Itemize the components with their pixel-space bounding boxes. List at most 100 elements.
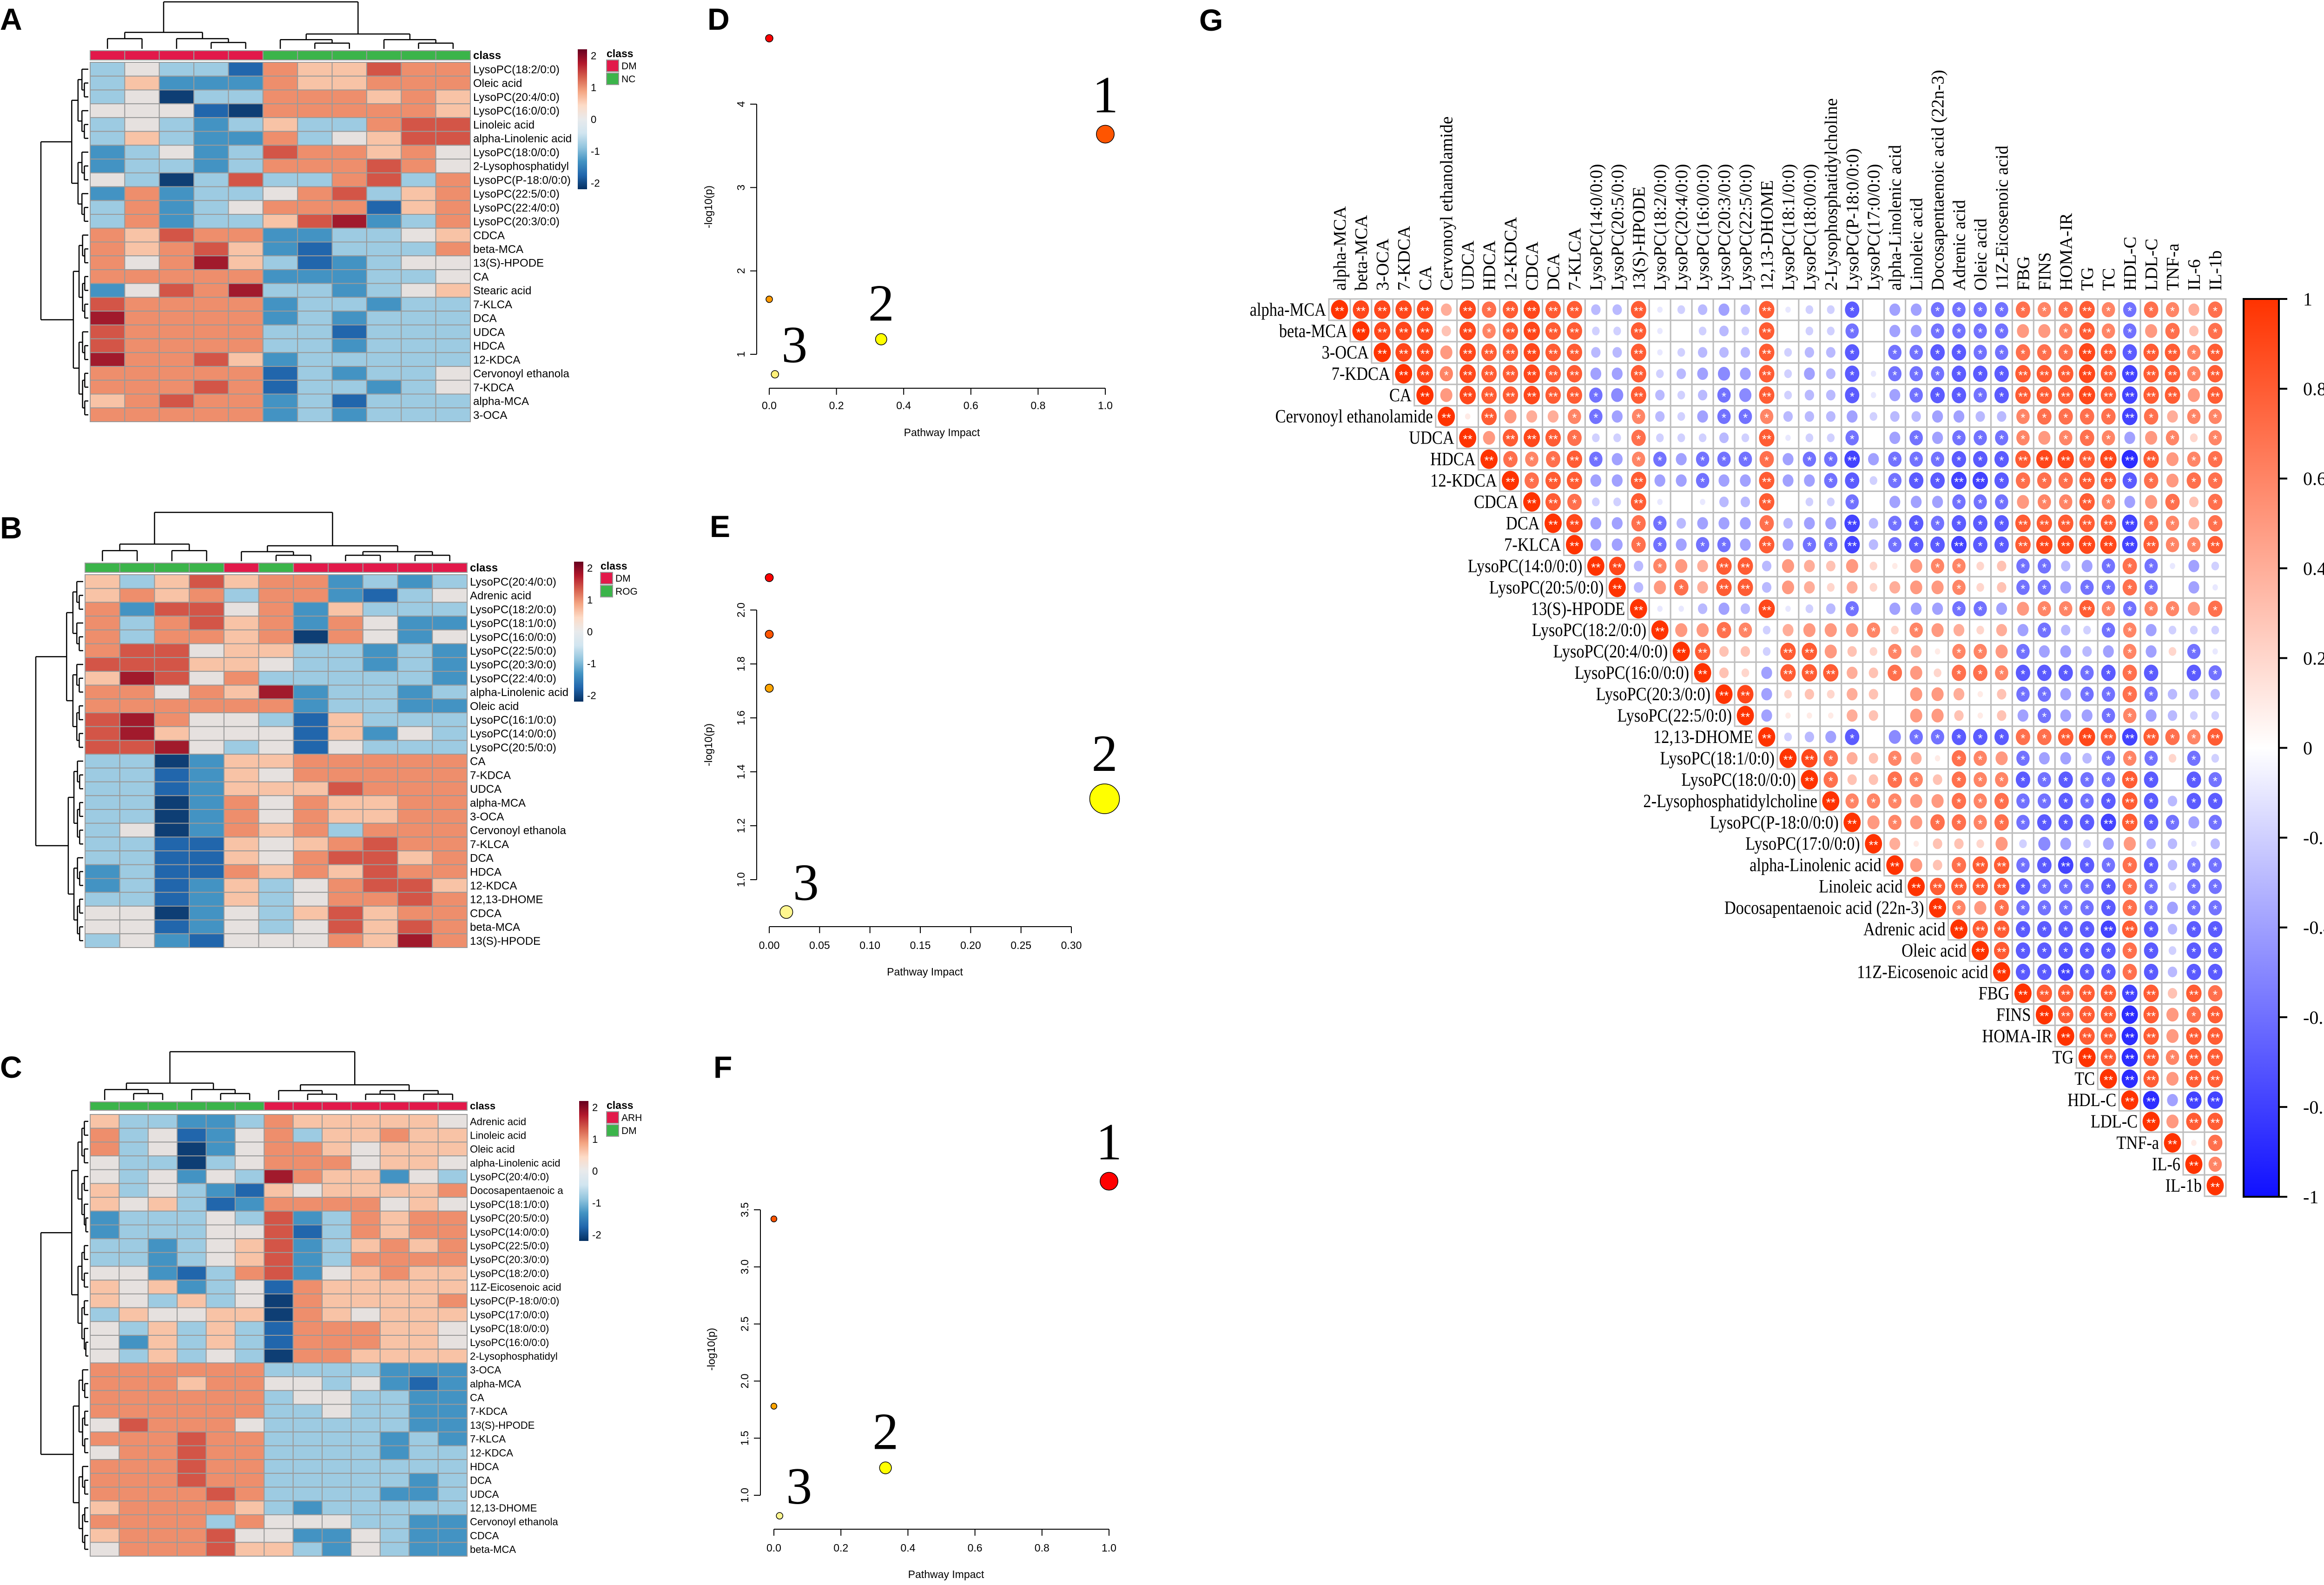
heatmap-cell xyxy=(297,407,333,422)
heatmap-cell xyxy=(90,366,125,381)
heatmap-cell xyxy=(293,919,329,935)
corr-circle xyxy=(1759,493,1775,511)
significance-stars: ** xyxy=(1485,411,1494,425)
corr-circle xyxy=(1844,536,1860,554)
class-bar-cell xyxy=(189,563,224,573)
significance-stars: ** xyxy=(2082,731,2092,745)
corr-column-label: TNF-a xyxy=(2163,244,2183,291)
significance-stars: ** xyxy=(2211,1116,2220,1130)
corr-column-label: LysoPC(18:2/0:0) xyxy=(1651,164,1670,291)
row-label: 7-KLCA xyxy=(473,298,512,311)
corr-column-label: LysoPC(14:0/0:0) xyxy=(1586,164,1606,291)
corr-circle xyxy=(1869,583,1877,592)
row-label: beta-MCA xyxy=(470,921,520,934)
significance-stars: * xyxy=(1657,560,1662,574)
significance-stars: ** xyxy=(1485,368,1494,382)
corr-circle xyxy=(1353,300,1369,319)
heatmap-cell xyxy=(147,1293,178,1308)
heatmap-cell xyxy=(292,1431,323,1446)
corr-circle xyxy=(1677,391,1685,400)
significance-stars: ** xyxy=(1848,539,1857,553)
significance-stars: * xyxy=(1893,796,1897,809)
significance-stars: ** xyxy=(1442,411,1451,425)
heatmap-cell xyxy=(379,1169,410,1184)
corr-circle xyxy=(1783,517,1793,529)
significance-stars: * xyxy=(2106,710,2111,724)
significance-stars: ** xyxy=(1505,325,1515,339)
corr-circle xyxy=(1590,517,1602,530)
heatmap-cell xyxy=(409,1114,439,1129)
heatmap-cell xyxy=(119,1307,149,1322)
corr-circle xyxy=(1438,406,1455,426)
significance-stars: ** xyxy=(2189,1030,2199,1044)
corr-column-label: beta-MCA xyxy=(1352,215,1371,291)
corr-circle xyxy=(2015,472,2030,489)
corr-circle xyxy=(1824,644,1837,659)
significance-stars: ** xyxy=(2146,347,2156,361)
heatmap-cell xyxy=(362,795,398,810)
corr-circle xyxy=(2190,433,2198,443)
heatmap-cell xyxy=(119,1376,149,1391)
colorbar-tick-label: -1 xyxy=(587,658,596,670)
heatmap-cell xyxy=(409,1500,439,1515)
significance-stars: * xyxy=(1978,497,1982,511)
heatmap-cell xyxy=(205,1127,236,1143)
heatmap-cell xyxy=(90,1418,120,1432)
heatmap-cell xyxy=(262,89,298,105)
corr-circle xyxy=(1995,751,2008,765)
significance-stars: ** xyxy=(1975,881,1985,895)
corr-column-label: LysoPC(17:0/0:0) xyxy=(1864,164,1884,291)
corr-circle xyxy=(1761,666,1772,679)
significance-stars: * xyxy=(1914,347,1919,361)
heatmap-cell xyxy=(234,1252,265,1267)
corr-circle xyxy=(2167,410,2178,423)
significance-stars: ** xyxy=(1420,325,1430,339)
significance-stars: * xyxy=(2170,1052,2175,1066)
corr-circle xyxy=(1740,603,1750,614)
significance-stars: * xyxy=(1978,454,1982,468)
corr-colorbar-tick-label: 0 xyxy=(2303,738,2312,759)
corr-circle xyxy=(1655,390,1665,401)
heatmap-cell xyxy=(85,905,120,921)
y-tick-label: 2.5 xyxy=(739,1317,751,1332)
row-label: LysoPC(16:1/0:0) xyxy=(470,714,556,727)
corr-circle xyxy=(1631,536,1646,553)
heatmap-cell xyxy=(147,1390,178,1405)
heatmap-cell xyxy=(432,712,468,727)
corr-circle xyxy=(1546,451,1560,468)
corr-circle xyxy=(1759,322,1775,340)
heatmap-cell xyxy=(193,131,229,146)
heatmap-cell xyxy=(223,781,259,796)
corr-circle xyxy=(2166,473,2179,488)
corr-circle xyxy=(1697,623,1709,637)
corr-colorbar-tick-label: -0.2 xyxy=(2303,828,2324,849)
significance-stars: * xyxy=(2042,881,2047,895)
heatmap-cell xyxy=(437,1335,468,1350)
heatmap-cell xyxy=(223,698,259,714)
heatmap-cell xyxy=(297,62,333,77)
heatmap-cell xyxy=(397,864,433,879)
corr-circle xyxy=(1740,367,1751,380)
class-bar-cell xyxy=(124,50,160,60)
heatmap-cell xyxy=(177,1348,207,1364)
significance-stars: ** xyxy=(1612,582,1622,596)
significance-stars: * xyxy=(1956,817,1961,831)
colorbar xyxy=(574,562,583,702)
significance-stars: ** xyxy=(1762,390,1771,404)
heatmap-cell xyxy=(228,75,264,91)
heatmap-cell xyxy=(228,159,264,173)
significance-stars: ** xyxy=(2189,1159,2199,1173)
heatmap-cell xyxy=(297,393,333,409)
heatmap-cell xyxy=(328,767,363,783)
corr-circle xyxy=(1952,344,1966,361)
corr-circle xyxy=(2122,344,2137,361)
heatmap-cell xyxy=(205,1197,236,1212)
heatmap-cell xyxy=(124,297,160,312)
corr-circle xyxy=(2143,386,2159,404)
heatmap-cell xyxy=(205,1362,236,1378)
significance-stars: * xyxy=(1978,390,1982,404)
heatmap-cell xyxy=(350,1362,381,1378)
corr-circle xyxy=(1933,860,1942,871)
heatmap-cell xyxy=(119,684,155,700)
corr-circle xyxy=(2060,688,2071,701)
